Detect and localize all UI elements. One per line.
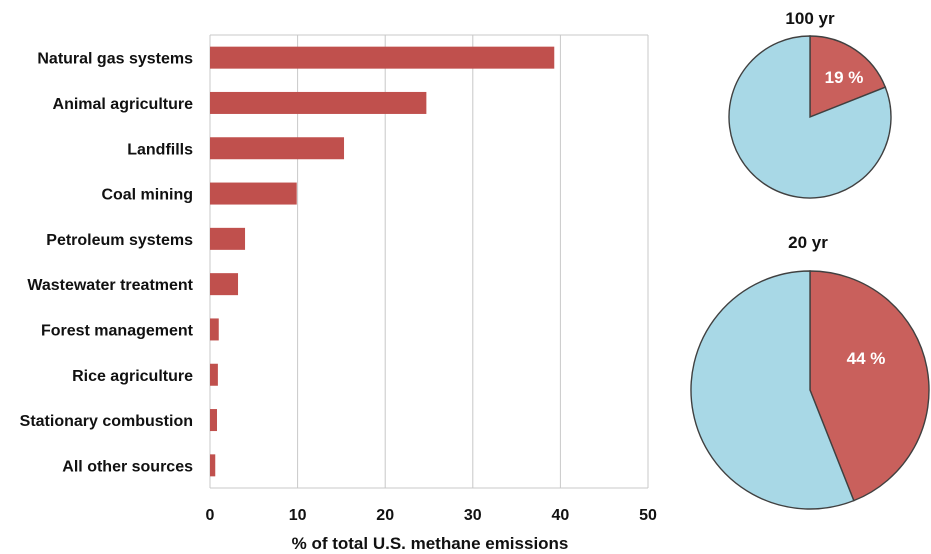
pie-slice-20-yr-other [690,270,855,510]
category-labels: Natural gas systems Animal agriculture Lan… [20,51,194,476]
bar-all-other-sources [210,454,216,477]
bar-rice-agriculture [210,363,218,386]
pie-chart-100-yr: 100 yr 19 % [728,9,892,199]
pie-title-20-yr: 20 yr [788,233,828,252]
bar-stationary-combustion [210,409,218,432]
bar-natural-gas-systems [210,46,555,69]
category-label-wastewater-treatment: Wastewater treatment [27,277,193,294]
bar-landfills [210,137,345,160]
pie-slices-100-yr [728,35,892,199]
bar-layer [210,46,555,477]
category-label-animal-agriculture: Animal agriculture [53,96,194,113]
category-label-stationary-combustion: Stationary combustion [20,413,193,430]
category-label-rice-agriculture: Rice agriculture [72,368,193,385]
pie-chart-20-yr: 20 yr 44 % [690,233,930,510]
pie-slice-20-yr-methane-share [809,270,930,502]
category-label-all-other-sources: All other sources [62,458,193,475]
pie-slice-label-100-yr: 19 % [825,68,864,87]
category-label-coal-mining: Coal mining [101,187,193,204]
pie-slice-label-20-yr: 44 % [847,349,886,368]
category-label-petroleum-systems: Petroleum systems [46,232,193,249]
bar-coal-mining [210,182,297,205]
bar-forest-management [210,318,219,341]
x-tick-label: 40 [552,507,570,524]
category-label-forest-management: Forest management [41,322,194,339]
pie-title-100-yr: 100 yr [785,9,835,28]
x-axis-title: % of total U.S. methane emissions [292,534,569,553]
x-tick-label: 0 [206,507,215,524]
category-label-natural-gas-systems: Natural gas systems [37,51,193,68]
x-tick-label: 10 [289,507,307,524]
bar-animal-agriculture [210,91,427,114]
bar-petroleum-systems [210,227,246,250]
x-tick-label: 50 [639,507,657,524]
x-tick-labels: 0 10 20 30 40 50 [206,507,657,524]
pie-slice-100-yr-other [728,35,892,199]
bar-chart: Natural gas systems Animal agriculture Lan… [20,34,657,553]
pie-slices-20-yr [690,270,930,510]
x-tick-label: 20 [376,507,394,524]
x-tick-label: 30 [464,507,482,524]
pie-slice-100-yr-methane-share [809,35,887,119]
bar-wastewater-treatment [210,273,239,296]
category-label-landfills: Landfills [127,141,193,158]
